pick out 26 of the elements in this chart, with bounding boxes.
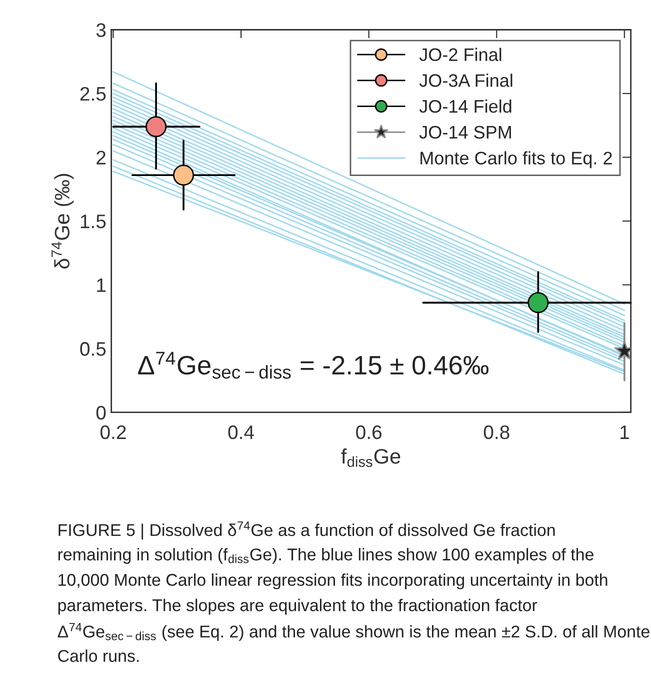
text: Δ$^{74}$Ge$_{sec−diss}$ (see Eq. 2) and the value shown is the mean ±2 S.D. of all Monte: [58, 622, 650, 641]
x-tick-label: 0.6: [356, 425, 382, 440]
y-tick-label: 1: [97, 278, 106, 292]
legend-label: JO-14 SPM: [419, 126, 511, 139]
x-tick-label: 0.2: [100, 425, 126, 440]
x-tick-label: 1: [620, 426, 629, 439]
y-tick-label: 3: [96, 23, 106, 37]
x-axis-title: f$_{diss}$Ge: [341, 448, 400, 467]
y-tick-label: 2.5: [80, 86, 106, 101]
text: 10,000 Monte Carlo linear regression fits incorporating uncertainty in both: [58, 573, 608, 590]
x-tick-label: 0.8: [484, 425, 510, 440]
y-tick-label: 2: [96, 150, 106, 164]
legend-label: Monte Carlo fits to Eq. 2: [420, 151, 612, 168]
legend-label: JO-2 Final: [419, 48, 502, 62]
annotation: Δ$^{74}$Ge$_{sec−diss}$ = -2.15 ± 0.46‰: [138, 352, 489, 379]
caption: FIGURE 5 | Dissolved δ$^{74}$Ge as a function of dissolved Ge fraction: [58, 522, 555, 540]
y-tick-label: 0.5: [80, 342, 106, 356]
y-tick-label: 1.5: [80, 214, 106, 228]
text: parameters. The slopes are equivalent to the fractionation factor: [58, 598, 538, 615]
y-axis-title: δ$^{74}$Ge (‰): [52, 174, 74, 269]
y-tick-label: 0: [96, 406, 106, 420]
x-tick-label: 0.4: [228, 425, 254, 440]
legend-label: JO-3A Final: [419, 74, 512, 87]
legend-label: JO-14 Field: [419, 100, 512, 113]
text: Carlo runs.: [58, 650, 139, 662]
text: remaining in solution (f$_{diss}$Ge). The blue lines show 100 examples of the: [58, 548, 594, 564]
